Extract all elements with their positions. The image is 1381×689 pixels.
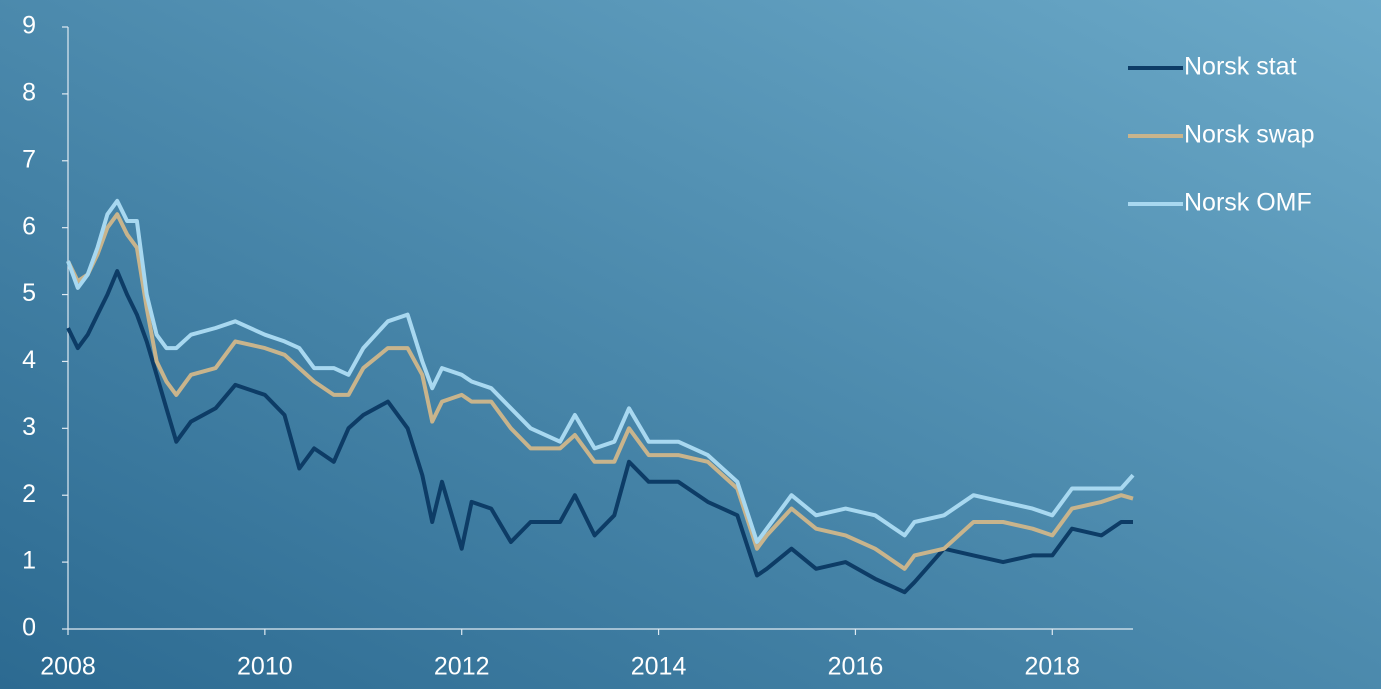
y-tick-label: 3 xyxy=(22,413,36,441)
legend-label: Norsk stat xyxy=(1184,53,1297,81)
series-line xyxy=(66,198,1135,544)
x-tick-label: 2014 xyxy=(631,653,687,681)
y-tick-label: 0 xyxy=(22,614,36,642)
x-tick-label: 2010 xyxy=(237,653,293,681)
series-line xyxy=(66,269,1133,595)
legend-label: Norsk OMF xyxy=(1184,189,1312,217)
x-tick-label: 2008 xyxy=(40,653,96,681)
y-tick-label: 5 xyxy=(22,279,36,307)
legend-label: Norsk swap xyxy=(1184,121,1315,149)
y-tick-label: 2 xyxy=(22,480,36,508)
x-tick-label: 2012 xyxy=(434,653,490,681)
y-tick-label: 6 xyxy=(22,212,36,240)
x-tick-label: 2016 xyxy=(828,653,884,681)
y-tick-label: 4 xyxy=(22,346,36,374)
x-tick-label: 2018 xyxy=(1024,653,1080,681)
y-tick-label: 8 xyxy=(22,78,36,106)
series-line xyxy=(66,212,1134,571)
y-tick-label: 9 xyxy=(22,12,36,40)
y-tick-label: 1 xyxy=(22,547,36,575)
y-tick-label: 7 xyxy=(22,145,36,173)
